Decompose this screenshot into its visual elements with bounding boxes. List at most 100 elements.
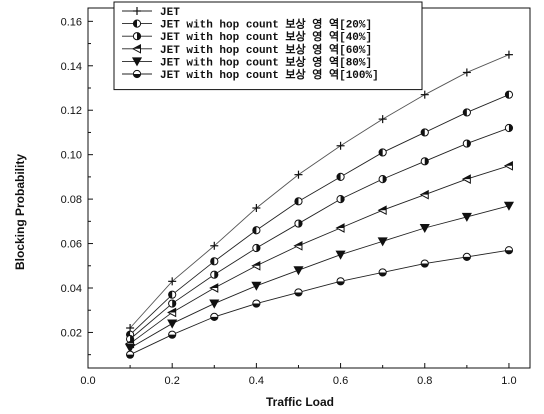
- legend-label: JET with hop count 보상 영 역[20%]: [160, 17, 372, 32]
- legend-box: [113, 1, 423, 91]
- data-point: [420, 259, 429, 268]
- x-tick-label: 0.0: [80, 375, 95, 387]
- series-2: [125, 90, 514, 339]
- data-point: [294, 288, 303, 297]
- data-point: [462, 68, 471, 77]
- legend-marker: [132, 69, 142, 79]
- data-point: [125, 350, 135, 359]
- x-tick-label: 0.2: [165, 375, 180, 387]
- data-point: [420, 157, 429, 166]
- data-point: [168, 290, 177, 299]
- legend-entry: JET with hop count 보상 영 역[100%]: [122, 67, 379, 82]
- data-point: [210, 257, 219, 266]
- data-point: [252, 299, 261, 308]
- series-line: [129, 165, 510, 344]
- data-point: [167, 319, 178, 329]
- y-tick-label: 0.10: [61, 150, 82, 162]
- x-tick-label: 0.8: [417, 375, 432, 387]
- data-point: [294, 170, 303, 179]
- data-point: [168, 330, 177, 339]
- legend-marker: [131, 57, 143, 67]
- series-line: [129, 54, 510, 329]
- data-series: [125, 50, 515, 359]
- legend-label: JET with hop count 보상 영 역[60%]: [160, 42, 372, 57]
- data-point: [251, 281, 262, 291]
- x-tick-label: 0.6: [333, 375, 348, 387]
- series-line: [129, 94, 510, 335]
- data-point: [210, 312, 219, 321]
- data-point: [504, 50, 513, 59]
- data-point: [420, 128, 429, 137]
- series-1: [126, 50, 513, 332]
- legend-marker: [132, 32, 142, 41]
- legend-marker: [132, 19, 142, 28]
- data-point: [209, 299, 220, 309]
- data-point: [293, 240, 303, 251]
- data-point: [378, 115, 387, 124]
- series-line: [129, 205, 510, 349]
- data-point: [252, 204, 261, 212]
- data-point: [419, 189, 429, 200]
- y-axis-title: Blocking Probability: [13, 154, 27, 270]
- x-axis-title: Traffic Load: [266, 395, 334, 409]
- data-point: [378, 268, 387, 277]
- data-point: [210, 241, 219, 250]
- data-point: [504, 246, 514, 255]
- series-6: [125, 246, 514, 359]
- data-point: [504, 90, 514, 99]
- legend-entry: JET with hop count 보상 영 역[20%]: [122, 17, 372, 32]
- data-point: [335, 250, 346, 260]
- legend-label: JET with hop count 보상 영 역[80%]: [160, 54, 372, 69]
- data-point: [504, 123, 514, 133]
- legend-entry: JET with hop count 보상 영 역[60%]: [122, 42, 372, 57]
- data-point: [336, 172, 345, 181]
- data-point: [294, 197, 303, 206]
- data-point: [461, 212, 472, 222]
- legend-entry: JET with hop count 보상 영 역[80%]: [122, 54, 372, 69]
- data-point: [377, 205, 387, 216]
- data-point: [378, 175, 387, 184]
- data-point: [252, 243, 261, 253]
- data-point: [503, 160, 513, 171]
- y-tick-label: 0.14: [61, 61, 82, 73]
- data-point: [293, 266, 304, 276]
- data-point: [462, 108, 471, 117]
- data-point: [125, 344, 136, 354]
- data-point: [336, 277, 345, 286]
- data-point: [336, 141, 345, 150]
- y-tick-label: 0.04: [61, 283, 82, 295]
- y-tick-label: 0.12: [61, 105, 82, 117]
- legend-label: JET: [160, 7, 180, 19]
- data-point: [378, 148, 387, 157]
- y-axis-ticks: 0.02 0.04 0.06 0.08 0.10 0.12 0.14 0.16: [61, 16, 93, 356]
- y-tick-label: 0.06: [61, 239, 82, 251]
- x-tick-label: 0.4: [249, 375, 264, 387]
- data-point: [420, 90, 429, 99]
- legend-marker: [131, 43, 141, 54]
- y-tick-label: 0.08: [61, 194, 82, 206]
- data-point: [210, 270, 219, 279]
- x-axis-ticks: 0.0 0.2 0.4 0.6 0.8 1.0: [80, 363, 517, 387]
- data-point: [168, 299, 177, 308]
- series-5: [125, 201, 515, 354]
- data-point: [503, 201, 515, 211]
- x-tick-label: 1.0: [501, 375, 516, 387]
- data-point: [462, 139, 471, 148]
- data-point: [461, 174, 471, 184]
- y-tick-label: 0.02: [61, 327, 82, 339]
- legend-marker: [133, 7, 141, 15]
- data-point: [335, 223, 345, 233]
- series-3: [125, 123, 514, 344]
- legend-label: JET with hop count 보상 영 역[40%]: [160, 29, 372, 44]
- series-line: [129, 249, 510, 356]
- legend-entry: JET: [122, 7, 180, 19]
- series-line: [129, 127, 510, 340]
- data-point: [419, 224, 430, 234]
- data-point: [462, 252, 471, 261]
- legend-label: JET with hop count 보상 영 역[100%]: [160, 67, 379, 82]
- legend-entry: JET with hop count 보상 영 역[40%]: [122, 29, 372, 44]
- data-point: [167, 307, 177, 318]
- series-4: [125, 160, 513, 349]
